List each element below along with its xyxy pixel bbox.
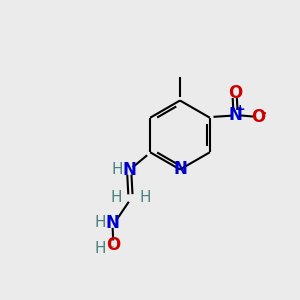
Text: O: O <box>106 236 120 254</box>
Text: N: N <box>228 106 242 124</box>
Text: H: H <box>94 215 106 230</box>
Text: O: O <box>228 84 242 102</box>
Text: O: O <box>251 108 265 126</box>
Text: N: N <box>173 160 187 178</box>
Text: H: H <box>111 162 122 177</box>
Text: N: N <box>106 214 120 232</box>
Text: N: N <box>122 161 136 179</box>
Text: H: H <box>111 190 122 205</box>
Text: H: H <box>139 190 151 205</box>
Text: +: + <box>235 103 245 116</box>
Text: -: - <box>260 106 266 120</box>
Text: H: H <box>94 241 106 256</box>
Text: ·: · <box>111 241 115 254</box>
